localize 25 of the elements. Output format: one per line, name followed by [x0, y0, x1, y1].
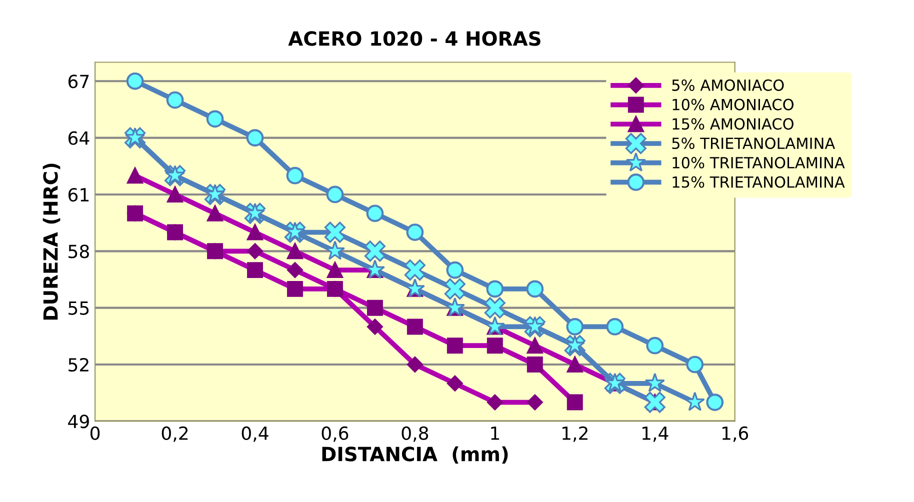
y-tick-label: 64: [68, 131, 90, 145]
y-tick-label: 67: [68, 74, 89, 88]
y-tick-label: 52: [68, 358, 88, 372]
x-tick-label: 0,8: [402, 426, 428, 442]
y-tick-label: 58: [68, 244, 89, 258]
legend-label: 15% TRIETANOLAMINA: [672, 176, 845, 188]
x-tick-label: 0: [90, 426, 100, 440]
x-tick-label: 1,2: [562, 426, 588, 442]
legend-label: 15% AMONIACO: [672, 118, 794, 130]
x-axis-title: DISTANCIA (mm): [322, 446, 508, 464]
legend-label: 10% TRIETANOLAMINA: [672, 156, 845, 168]
y-axis-title: DUREZA (HRC): [42, 164, 60, 320]
chart-title: ACERO 1020 - 4 HORAS: [288, 31, 540, 46]
x-tick-label: 0,2: [162, 426, 188, 442]
x-tick-label: 0,6: [322, 426, 348, 442]
x-tick-label: 1,4: [642, 426, 668, 442]
x-tick-label: 1: [491, 426, 500, 440]
y-tick-label: 55: [68, 302, 89, 315]
y-tick-label: 49: [68, 414, 89, 428]
x-tick-label: 0,4: [242, 426, 268, 442]
legend-label: 5% AMONIACO: [672, 79, 784, 91]
legend-label: 10% AMONIACO: [672, 98, 794, 110]
legend-label: 5% TRIETANOLAMINA: [672, 138, 836, 150]
y-tick-label: 61: [68, 188, 89, 202]
x-tick-label: 1,6: [722, 426, 748, 442]
